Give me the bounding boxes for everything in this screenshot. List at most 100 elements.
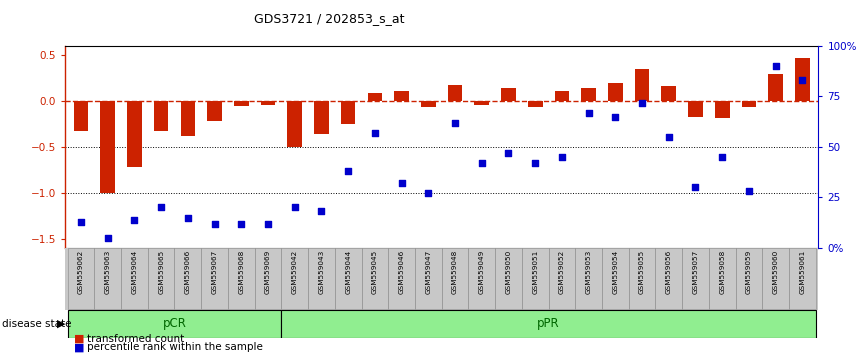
Text: GSM559051: GSM559051 [533, 250, 538, 294]
Text: GSM559069: GSM559069 [265, 250, 271, 294]
Bar [629, 249, 656, 309]
Text: GSM559065: GSM559065 [158, 250, 165, 294]
Point [582, 110, 596, 115]
Text: GSM559043: GSM559043 [319, 250, 325, 294]
Text: GSM559044: GSM559044 [346, 250, 351, 294]
Point [742, 188, 756, 194]
Bar [228, 249, 255, 309]
Bar [688, 101, 703, 117]
Point [448, 120, 462, 126]
Bar [735, 249, 762, 309]
Bar [602, 249, 629, 309]
Text: GSM559062: GSM559062 [78, 250, 84, 294]
Bar [495, 249, 522, 309]
Text: GSM559052: GSM559052 [559, 250, 565, 294]
Text: transformed count: transformed count [87, 334, 184, 344]
Point [127, 217, 141, 222]
Bar [74, 101, 88, 131]
Text: ▶: ▶ [57, 319, 66, 329]
Text: GSM559060: GSM559060 [772, 250, 779, 294]
Text: GSM559049: GSM559049 [479, 250, 485, 294]
Text: pPR: pPR [537, 318, 559, 330]
Point [314, 209, 328, 214]
Text: GSM559059: GSM559059 [746, 250, 752, 294]
Point [74, 219, 88, 224]
Point [341, 168, 355, 174]
Bar [635, 69, 650, 101]
Bar [94, 249, 121, 309]
Text: GSM559061: GSM559061 [799, 250, 805, 294]
Bar [714, 101, 729, 118]
Text: GSM559056: GSM559056 [666, 250, 672, 294]
Bar [308, 249, 335, 309]
Text: disease state: disease state [2, 319, 71, 329]
Point [662, 134, 675, 139]
Text: GSM559058: GSM559058 [719, 250, 725, 294]
Point [475, 160, 488, 166]
Bar [475, 101, 489, 105]
Bar [762, 249, 789, 309]
Text: GSM559054: GSM559054 [612, 250, 618, 294]
Bar [554, 91, 569, 101]
Point [368, 130, 382, 136]
Bar [768, 74, 783, 101]
Bar [501, 88, 516, 101]
Bar [548, 249, 575, 309]
Text: GSM559047: GSM559047 [425, 250, 431, 294]
Text: pCR: pCR [163, 318, 186, 330]
Bar [207, 101, 222, 121]
Bar [335, 249, 361, 309]
Bar [709, 249, 735, 309]
Bar [469, 249, 495, 309]
Point [422, 190, 436, 196]
Bar [367, 93, 382, 101]
Text: GSM559066: GSM559066 [184, 250, 191, 294]
Bar [442, 249, 469, 309]
Bar [361, 249, 388, 309]
Text: percentile rank within the sample: percentile rank within the sample [87, 342, 262, 352]
Point [181, 215, 195, 220]
Point [288, 205, 301, 210]
Bar [261, 101, 275, 105]
Bar [68, 310, 281, 338]
Bar [789, 249, 816, 309]
Bar [281, 310, 816, 338]
Text: GSM559057: GSM559057 [693, 250, 699, 294]
Bar [421, 101, 436, 107]
Bar [314, 101, 329, 134]
Text: GSM559055: GSM559055 [639, 250, 645, 294]
Bar [127, 101, 142, 167]
Text: GSM559067: GSM559067 [211, 250, 217, 294]
Bar [148, 249, 174, 309]
Bar [281, 249, 308, 309]
Text: GSM559050: GSM559050 [506, 250, 512, 294]
Bar [121, 249, 148, 309]
Bar [100, 101, 115, 193]
Point [528, 160, 542, 166]
Bar [527, 101, 542, 108]
Bar [662, 86, 676, 101]
Bar [795, 58, 810, 101]
Point [715, 154, 729, 160]
Point [235, 221, 249, 227]
Text: GSM559046: GSM559046 [398, 250, 404, 294]
Bar [522, 249, 548, 309]
Bar [174, 249, 201, 309]
Text: GSM559045: GSM559045 [372, 250, 378, 294]
Point [555, 154, 569, 160]
Point [395, 181, 409, 186]
Text: GSM559053: GSM559053 [585, 250, 591, 294]
Point [769, 63, 783, 69]
Bar [255, 249, 281, 309]
Text: GDS3721 / 202853_s_at: GDS3721 / 202853_s_at [254, 12, 404, 25]
Bar [415, 249, 442, 309]
Point [154, 205, 168, 210]
Point [688, 184, 702, 190]
Bar [682, 249, 709, 309]
Text: GSM559048: GSM559048 [452, 250, 458, 294]
Point [100, 235, 114, 241]
Point [635, 100, 649, 105]
Bar [394, 91, 409, 101]
Bar [201, 249, 228, 309]
Bar [288, 101, 302, 147]
